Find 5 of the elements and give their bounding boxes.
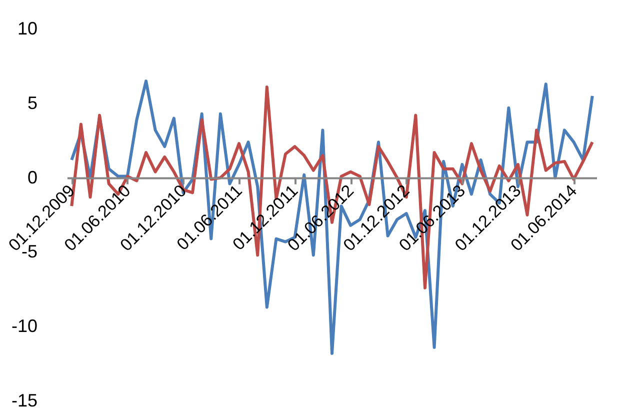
y-tick-label: 5 xyxy=(27,92,38,113)
y-tick-label: -15 xyxy=(11,390,38,410)
y-tick-label: 0 xyxy=(27,167,38,188)
y-tick-label: 10 xyxy=(17,18,38,38)
y-tick-label: -10 xyxy=(11,316,38,336)
